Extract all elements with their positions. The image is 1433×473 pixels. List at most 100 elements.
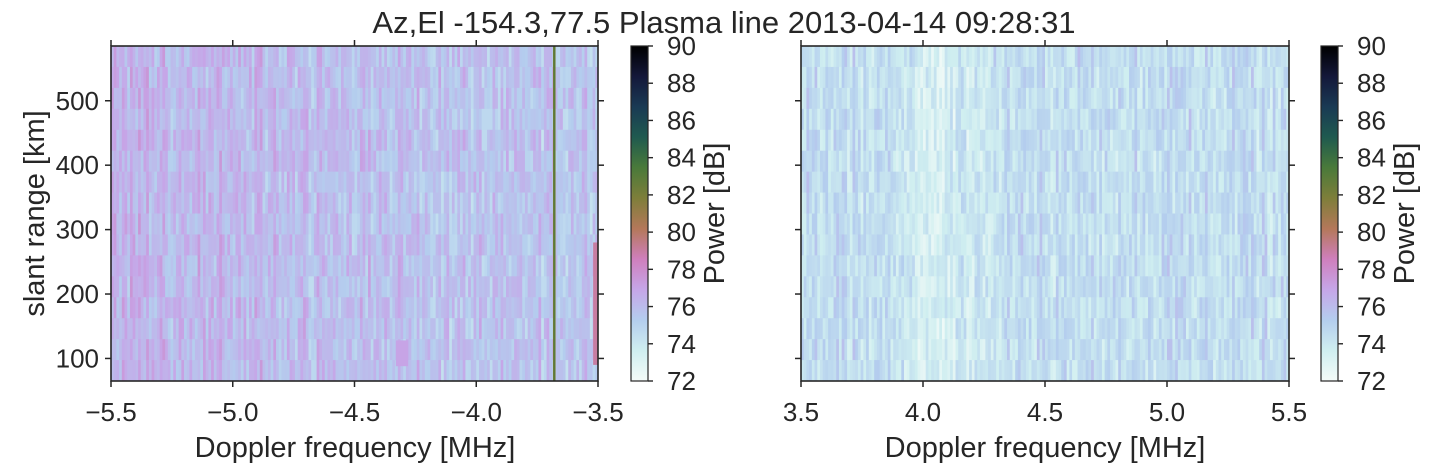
heatmap-cell <box>381 150 385 173</box>
heatmap-cell <box>977 108 981 131</box>
heatmap-cell <box>338 87 342 110</box>
heatmap-cell <box>240 255 244 277</box>
heatmap-cell <box>435 150 439 173</box>
heatmap-cell <box>262 213 266 235</box>
heatmap-cell <box>1139 171 1143 193</box>
heatmap-cell <box>533 46 537 68</box>
heatmap-cell <box>1120 66 1125 89</box>
heatmap-cell <box>335 129 339 152</box>
heatmap-cell <box>468 192 472 214</box>
heatmap-cell <box>327 87 331 110</box>
heatmap-cell <box>944 129 948 152</box>
heatmap-cell <box>1145 276 1149 298</box>
heatmap-cell <box>311 171 315 193</box>
heatmap-cell <box>977 150 981 173</box>
heatmap-cell <box>1061 87 1065 110</box>
heatmap-cell <box>514 108 518 131</box>
heatmap-cell <box>1042 129 1046 152</box>
heatmap-cell <box>573 339 577 361</box>
heatmap-cell <box>476 150 480 173</box>
heatmap-cell <box>1034 297 1038 319</box>
heatmap-cell <box>936 297 940 319</box>
heatmap-cell <box>292 234 296 256</box>
heatmap-cell <box>202 360 207 382</box>
heatmap-cell <box>1126 297 1130 319</box>
heatmap-cell <box>373 318 377 340</box>
heatmap-cell <box>403 255 407 277</box>
heatmap-cell <box>257 66 261 89</box>
heatmap-cell <box>443 129 447 152</box>
heatmap-cell <box>395 150 399 173</box>
heatmap-cell <box>879 339 883 361</box>
heatmap-cell <box>1009 46 1013 68</box>
heatmap-cell <box>584 66 588 89</box>
heatmap-cell <box>803 276 807 298</box>
heatmap-cell <box>127 46 131 68</box>
heatmap-cell <box>359 192 364 214</box>
heatmap-cell <box>1104 255 1108 277</box>
heatmap-cell <box>457 360 461 382</box>
heatmap-cell <box>378 66 382 89</box>
heatmap-cell <box>484 150 488 173</box>
heatmap-cell <box>111 46 115 68</box>
heatmap-cell <box>958 213 962 235</box>
heatmap-cell <box>132 360 136 382</box>
heatmap-cell <box>912 360 916 382</box>
heatmap-cell <box>173 171 177 193</box>
heatmap-cell <box>470 234 474 256</box>
heatmap-cell <box>836 339 840 361</box>
heatmap-cell <box>357 66 361 89</box>
heatmap-cell <box>1069 360 1073 382</box>
heatmap-cell <box>836 46 840 68</box>
heatmap-cell <box>879 234 883 256</box>
heatmap-cell <box>308 297 312 319</box>
heatmap-cell <box>1091 150 1095 173</box>
heatmap-cell <box>281 192 285 214</box>
heatmap-cell <box>1015 255 1019 277</box>
heatmap-cell <box>568 46 572 68</box>
heatmap-cell <box>1017 66 1021 89</box>
heatmap-cell <box>557 339 561 361</box>
heatmap-cell <box>276 339 280 361</box>
heatmap-cell <box>1134 171 1138 193</box>
heatmap-cell <box>146 129 150 152</box>
heatmap-cell <box>909 276 913 298</box>
heatmap-cell <box>803 360 807 382</box>
heatmap-cell <box>584 297 588 319</box>
heatmap-cell <box>817 108 821 131</box>
heatmap-cell <box>257 192 261 214</box>
heatmap-cell <box>549 171 553 193</box>
heatmap-cell <box>311 339 315 361</box>
heatmap-cell <box>175 213 180 235</box>
heatmap-cell <box>1123 108 1127 131</box>
heatmap-cell <box>489 171 493 193</box>
heatmap-cell <box>267 129 272 152</box>
heatmap-cell <box>392 276 396 298</box>
heatmap-cell <box>565 297 569 319</box>
heatmap-cell <box>974 276 978 298</box>
heatmap-cell <box>359 297 364 319</box>
heatmap-cell <box>462 213 466 235</box>
heatmap-cell <box>857 66 862 89</box>
heatmap-cell <box>906 360 910 382</box>
heatmap-cell <box>138 87 142 110</box>
heatmap-cell <box>587 297 591 319</box>
heatmap-cell <box>200 171 204 193</box>
heatmap-cell <box>1085 360 1089 382</box>
heatmap-cell <box>562 318 566 340</box>
heatmap-cell <box>560 360 564 382</box>
heatmap-cell <box>579 213 583 235</box>
heatmap-cell <box>936 87 940 110</box>
heatmap-cell <box>838 297 843 319</box>
heatmap-cell <box>265 171 269 193</box>
heatmap-cell <box>909 213 913 235</box>
heatmap-cell <box>213 318 217 340</box>
heatmap-cell <box>129 171 134 193</box>
y-tick-label: 500 <box>56 86 99 116</box>
heatmap-cell <box>998 255 1003 277</box>
heatmap-cell <box>351 276 355 298</box>
heatmap-cell <box>151 213 155 235</box>
heatmap-cell <box>211 276 215 298</box>
heatmap-cell <box>1028 360 1032 382</box>
heatmap-cell <box>809 108 813 131</box>
